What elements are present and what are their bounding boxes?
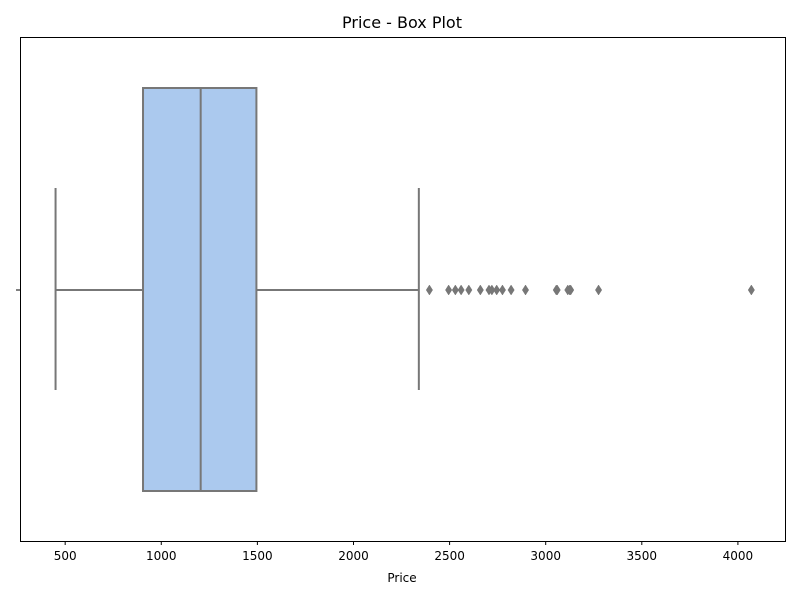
x-tick-label: 2000 bbox=[338, 549, 369, 563]
outlier-point bbox=[445, 284, 453, 296]
outlier-point bbox=[493, 284, 501, 296]
outlier-point bbox=[507, 284, 515, 296]
x-axis: 500 1000 1500 2000 2500 3000 3500 4000 bbox=[54, 541, 753, 563]
outlier-point bbox=[488, 284, 496, 296]
outlier-point bbox=[451, 284, 459, 296]
plot-frame bbox=[20, 37, 786, 542]
outlier-point bbox=[567, 284, 575, 296]
x-tick-label: 1000 bbox=[146, 549, 177, 563]
x-tick-label: 4000 bbox=[723, 549, 754, 563]
x-tick-label: 2500 bbox=[434, 549, 465, 563]
outlier-point bbox=[465, 284, 473, 296]
x-axis-label: Price bbox=[387, 571, 416, 585]
outlier-point bbox=[425, 284, 433, 296]
x-tick-label: 1500 bbox=[242, 549, 273, 563]
outlier-point bbox=[476, 284, 484, 296]
outlier-point bbox=[457, 284, 465, 296]
outlier-point bbox=[522, 284, 530, 296]
outlier-point bbox=[595, 284, 603, 296]
outlier-point bbox=[747, 284, 755, 296]
plot-area bbox=[54, 87, 755, 492]
outlier-point bbox=[553, 284, 561, 296]
x-tick-label: 3500 bbox=[627, 549, 658, 563]
x-tick-label: 3000 bbox=[530, 549, 561, 563]
x-tick-label: 500 bbox=[54, 549, 77, 563]
chart-title: Price - Box Plot bbox=[342, 13, 462, 32]
outlier-point bbox=[498, 284, 506, 296]
